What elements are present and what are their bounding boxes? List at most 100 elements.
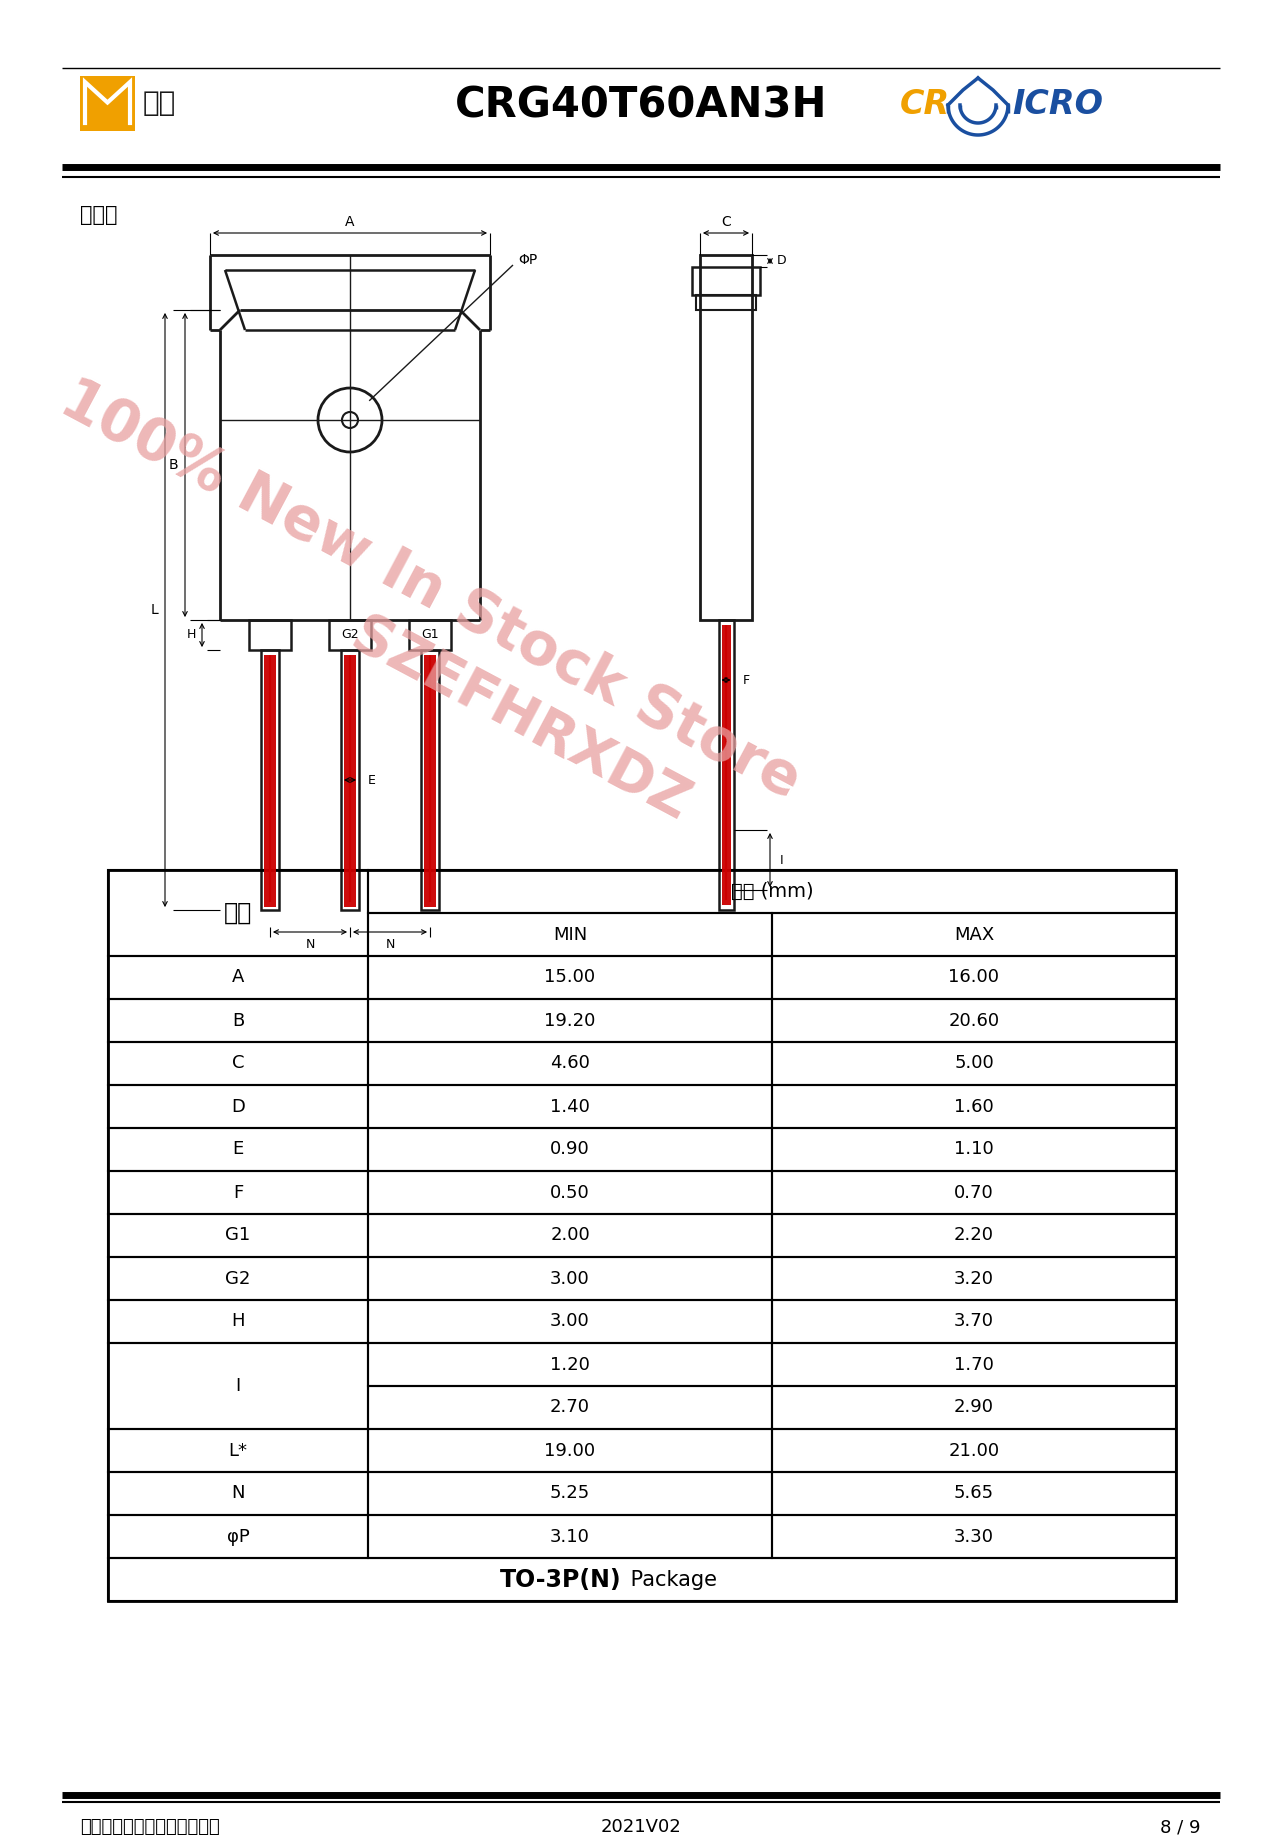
Text: 4.60: 4.60 — [550, 1055, 590, 1072]
Bar — [368, 1042, 772, 1085]
Text: 3.10: 3.10 — [550, 1528, 590, 1545]
Text: 5.25: 5.25 — [550, 1484, 590, 1502]
Text: MAX: MAX — [954, 926, 994, 944]
Text: H: H — [231, 1312, 245, 1331]
Text: 2021V02: 2021V02 — [601, 1818, 681, 1837]
Text: 1.60: 1.60 — [954, 1098, 994, 1116]
Text: 19.20: 19.20 — [545, 1011, 596, 1029]
Text: 1.20: 1.20 — [550, 1355, 590, 1373]
Text: I: I — [236, 1377, 241, 1395]
Bar — [368, 1515, 772, 1558]
Bar — [772, 1257, 1176, 1299]
Text: ΦP: ΦP — [518, 253, 537, 266]
Text: C: C — [232, 1055, 245, 1072]
Text: TO-3P(N): TO-3P(N) — [500, 1567, 622, 1591]
Bar — [108, 1000, 368, 1042]
Bar — [772, 913, 1176, 955]
Text: 100% New In Stock Store: 100% New In Stock Store — [50, 370, 809, 809]
Text: MIN: MIN — [553, 926, 587, 944]
Text: N: N — [231, 1484, 245, 1502]
Text: 5.00: 5.00 — [954, 1055, 994, 1072]
Text: A: A — [232, 968, 244, 987]
Text: G2: G2 — [226, 1270, 251, 1288]
Text: F: F — [742, 673, 750, 686]
Bar — [368, 1429, 772, 1473]
Bar — [368, 1214, 772, 1257]
Bar — [108, 1042, 368, 1085]
Text: 0.90: 0.90 — [550, 1140, 590, 1159]
Bar — [368, 955, 772, 1000]
Text: CRG40T60AN3H: CRG40T60AN3H — [455, 83, 827, 126]
Bar — [696, 296, 756, 310]
Text: 1.10: 1.10 — [954, 1140, 994, 1159]
Bar — [79, 76, 135, 131]
Bar — [368, 870, 1176, 913]
Text: 项目: 项目 — [224, 902, 253, 926]
Text: 20.60: 20.60 — [949, 1011, 1000, 1029]
Text: 2.00: 2.00 — [550, 1227, 590, 1244]
Bar — [108, 1127, 368, 1172]
Bar — [108, 1172, 368, 1214]
Bar — [249, 619, 291, 650]
Text: I: I — [781, 854, 783, 867]
Bar — [368, 1172, 772, 1214]
Text: B: B — [232, 1011, 244, 1029]
Text: D: D — [777, 255, 787, 268]
Text: 1.70: 1.70 — [954, 1355, 994, 1373]
Bar — [368, 913, 772, 955]
Text: F: F — [233, 1183, 244, 1201]
Text: Package: Package — [624, 1569, 717, 1589]
Bar — [722, 625, 731, 906]
Bar — [772, 955, 1176, 1000]
Text: H: H — [186, 628, 196, 641]
Bar — [108, 1515, 368, 1558]
Bar — [700, 255, 753, 619]
Bar — [108, 1429, 368, 1473]
Text: 15.00: 15.00 — [545, 968, 596, 987]
Bar — [772, 1473, 1176, 1515]
Bar — [718, 619, 733, 909]
Bar — [368, 1473, 772, 1515]
Bar — [368, 1085, 772, 1127]
Bar — [108, 1558, 1176, 1600]
Bar — [409, 619, 451, 650]
Bar — [772, 1515, 1176, 1558]
Text: 8 / 9: 8 / 9 — [1159, 1818, 1200, 1837]
Text: φP: φP — [227, 1528, 250, 1545]
Bar — [772, 1042, 1176, 1085]
Text: 华润: 华润 — [144, 89, 176, 118]
Text: CR: CR — [900, 89, 950, 122]
Text: 2.90: 2.90 — [954, 1399, 994, 1417]
Bar — [329, 619, 370, 650]
Text: L*: L* — [228, 1441, 247, 1460]
Text: 16.00: 16.00 — [949, 968, 1000, 987]
Text: L: L — [150, 602, 158, 617]
Bar — [108, 870, 1176, 1600]
Text: 3.20: 3.20 — [954, 1270, 994, 1288]
Bar — [772, 1299, 1176, 1343]
Bar — [108, 1473, 368, 1515]
Bar — [772, 1343, 1176, 1386]
Bar — [108, 1257, 368, 1299]
Text: B: B — [168, 458, 178, 471]
Bar — [772, 1214, 1176, 1257]
Bar — [108, 1299, 368, 1343]
Bar — [108, 955, 368, 1000]
Text: G1: G1 — [422, 628, 438, 641]
Text: 无锡华润华晶微电子有限公司: 无锡华润华晶微电子有限公司 — [79, 1818, 219, 1837]
Text: E: E — [232, 1140, 244, 1159]
Bar — [344, 654, 356, 907]
Bar — [772, 1429, 1176, 1473]
Text: 2.70: 2.70 — [550, 1399, 590, 1417]
Text: 规范 (mm): 规范 (mm) — [731, 881, 813, 902]
Text: N: N — [305, 937, 314, 950]
Bar — [368, 1386, 772, 1429]
Text: ICRO: ICRO — [1011, 89, 1103, 122]
Text: 21.00: 21.00 — [949, 1441, 1000, 1460]
Bar — [341, 650, 359, 909]
Text: 外形图: 外形图 — [79, 205, 118, 225]
Text: D: D — [231, 1098, 245, 1116]
Text: E: E — [368, 774, 376, 787]
Text: 19.00: 19.00 — [545, 1441, 596, 1460]
Text: 3.30: 3.30 — [954, 1528, 994, 1545]
